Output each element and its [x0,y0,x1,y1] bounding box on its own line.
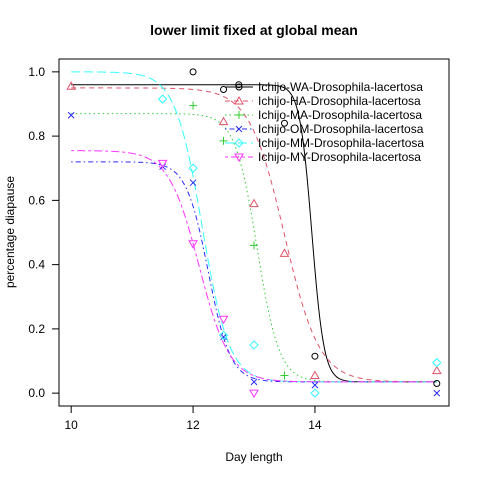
data-point [66,81,77,90]
data-point [310,388,320,398]
data-point [219,136,228,145]
chart-title: lower limit fixed at global mean [150,22,358,38]
data-point [280,119,288,127]
data-point [431,365,442,375]
data-point [220,333,227,341]
data-point [250,378,258,386]
x-tick-label: 10 [65,418,79,432]
fit-curve [71,150,437,383]
data-point [157,94,168,104]
y-axis-label: percentage diapause [3,176,17,288]
data-point [311,352,319,360]
data-point [218,330,229,341]
y-tick-label: 1.0 [28,65,45,79]
data-point [67,111,75,119]
plot-area: 10 12 14 0.0 0.2 0.4 0.6 0.8 1.0 Ichijo-WA-Drosop… [28,58,450,432]
data-point [280,371,289,380]
data-point [432,357,442,368]
x-tick-label: 14 [308,418,322,432]
legend-entry: Ichijo-WA-Drosophila-lacertosa [258,80,423,94]
legend-marker [235,83,243,91]
legend-entry: Ichijo-MY-Drosophila-lacertosa [258,150,421,164]
data-point [157,159,168,169]
data-point [188,163,198,173]
data-point [189,68,197,76]
data-point [189,179,197,187]
legend-marker [234,138,244,148]
data-point [218,116,229,126]
data-point [311,381,319,389]
legend-entry: Ichijo-MA-Drosophila-lacertosa [258,108,422,122]
legend-marker [235,111,243,119]
x-axis-label: Day length [225,450,282,464]
y-tick-label: 0.2 [28,322,45,336]
y-tick-label: 0.0 [28,386,45,400]
fit-curve [71,87,437,383]
data-point [433,380,441,388]
data-point [220,86,228,94]
plot-frame [58,58,450,407]
data-point [250,241,258,250]
legend-marker [234,95,244,105]
legend-entry: Ichijo-OM-Drosophila-lacertosa [258,122,424,136]
data-point [235,81,243,89]
y-tick-label: 0.4 [28,258,45,272]
data-point [433,389,441,397]
x-tick-label: 12 [186,418,200,432]
data-point [249,340,259,350]
data-point [249,389,259,399]
data-point [279,248,290,257]
data-point [310,370,320,379]
legend-marker [235,125,243,133]
legend-entry: Ichijo-MM-Drosophila-lacertosa [258,136,424,150]
data-point [218,315,229,325]
legend-marker [234,153,244,163]
y-tick-label: 0.8 [28,129,45,143]
legend-entry: Ichijo-HA-Drosophila-lacertosa [258,94,421,108]
data-point [188,240,198,249]
y-tick-label: 0.6 [28,193,45,207]
data-point [249,198,259,208]
data-point [189,101,198,110]
